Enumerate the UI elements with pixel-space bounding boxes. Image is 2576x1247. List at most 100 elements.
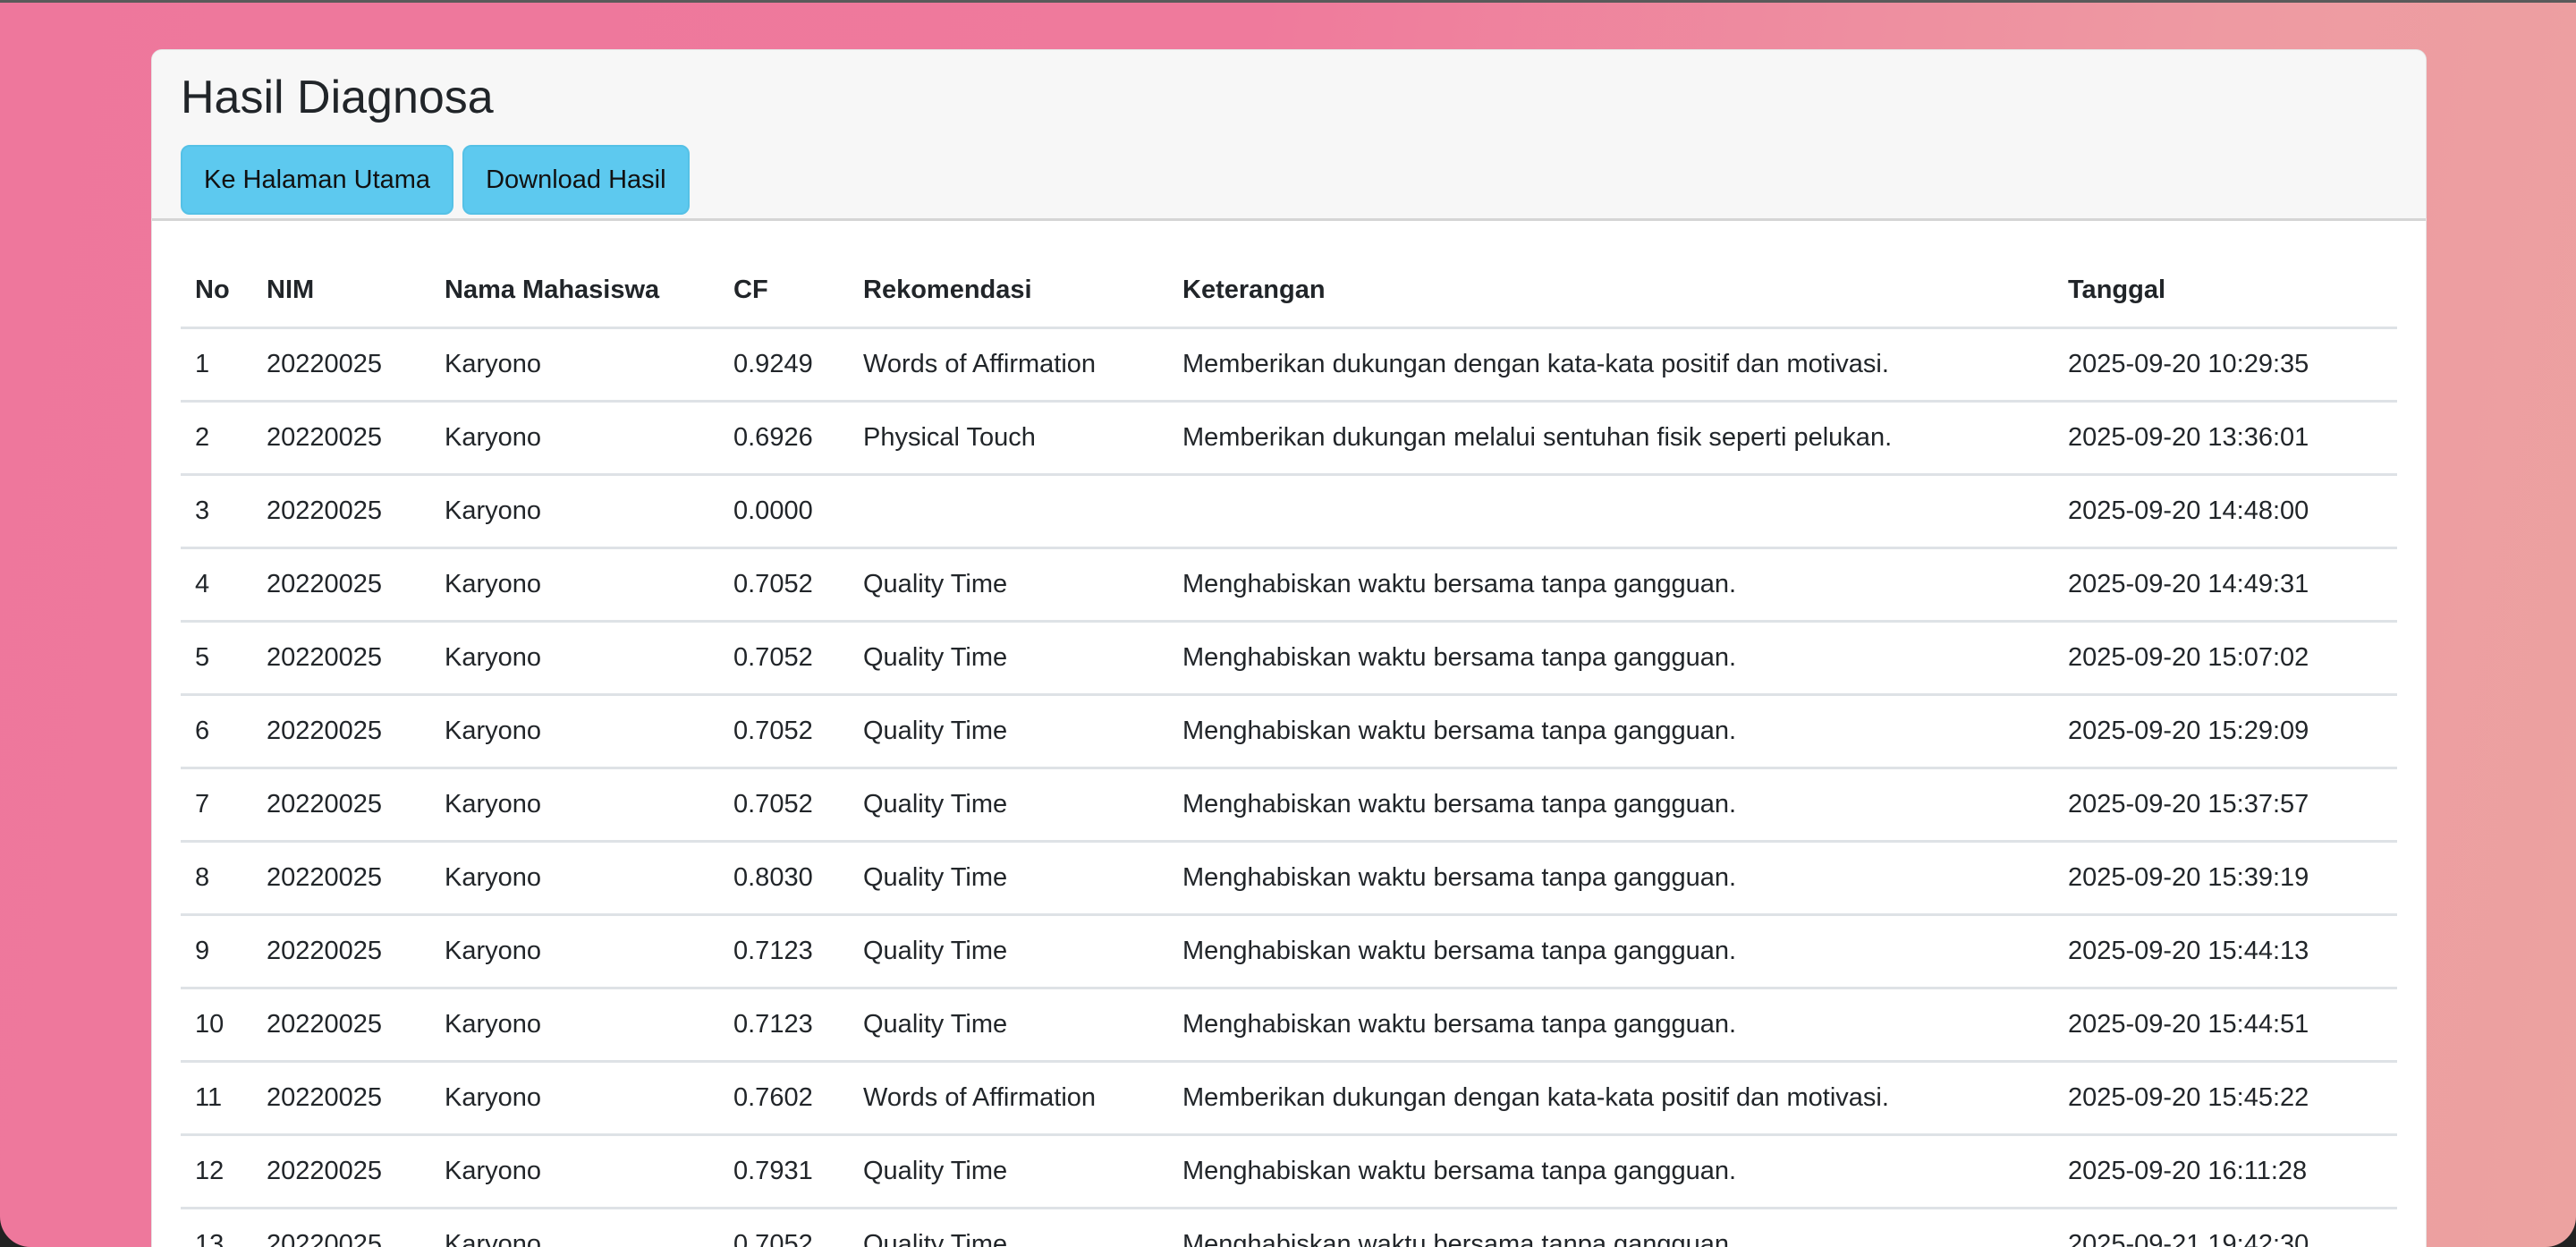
table-row: 2 20220025 Karyono 0.6926 Physical Touch Memb… <box>181 401 2397 476</box>
table-body: 1 20220025 Karyono 0.9249 Words of Affirmati… <box>181 327 2397 1247</box>
table-row: 3 20220025 Karyono 0.0000 2025-09-20 14:48:0… <box>181 474 2397 549</box>
table-row: 1 20220025 Karyono 0.9249 Words of Affirmati… <box>181 327 2397 403</box>
cell-no: 3 <box>181 474 252 549</box>
cell-cf: 0.7052 <box>719 547 849 623</box>
column-header-nim: NIM <box>252 253 430 329</box>
cell-tanggal: 2025-09-20 10:29:35 <box>2054 327 2397 403</box>
cell-cf: 0.7931 <box>719 1134 849 1209</box>
cell-no: 8 <box>181 841 252 916</box>
cell-tanggal: 2025-09-21 19:42:30 <box>2054 1208 2397 1247</box>
cell-rekomendasi: Quality Time <box>849 621 1168 696</box>
cell-nim: 20220025 <box>252 547 430 623</box>
cell-nim: 20220025 <box>252 841 430 916</box>
cell-cf: 0.6926 <box>719 401 849 476</box>
cell-nama-mahasiswa: Karyono <box>430 1208 719 1247</box>
cell-cf: 0.7052 <box>719 768 849 843</box>
cell-tanggal: 2025-09-20 15:45:22 <box>2054 1061 2397 1136</box>
cell-no: 4 <box>181 547 252 623</box>
cell-keterangan: Memberikan dukungan dengan kata-kata pos… <box>1168 327 2054 403</box>
cell-cf: 0.7602 <box>719 1061 849 1136</box>
cell-tanggal: 2025-09-20 14:49:31 <box>2054 547 2397 623</box>
cell-rekomendasi <box>849 474 1168 549</box>
cell-cf: 0.7052 <box>719 694 849 769</box>
table-header-row: No NIM Nama Mahasiswa CF Rekomendasi Keterang… <box>181 253 2397 329</box>
cell-keterangan: Menghabiskan waktu bersama tanpa ganggua… <box>1168 1134 2054 1209</box>
column-header-cf: CF <box>719 253 849 329</box>
home-button[interactable]: Ke Halaman Utama <box>181 145 454 215</box>
results-card: Hasil Diagnosa Ke Halaman Utama Download… <box>151 49 2427 1247</box>
table-row: 6 20220025 Karyono 0.7052 Quality Time Mengha… <box>181 694 2397 769</box>
cell-tanggal: 2025-09-20 16:11:28 <box>2054 1134 2397 1209</box>
cell-keterangan <box>1168 474 2054 549</box>
cell-keterangan: Menghabiskan waktu bersama tanpa ganggua… <box>1168 547 2054 623</box>
cell-nama-mahasiswa: Karyono <box>430 474 719 549</box>
cell-cf: 0.7052 <box>719 621 849 696</box>
cell-no: 7 <box>181 768 252 843</box>
cell-rekomendasi: Quality Time <box>849 547 1168 623</box>
cell-rekomendasi: Words of Affirmation <box>849 1061 1168 1136</box>
cell-nama-mahasiswa: Karyono <box>430 694 719 769</box>
cell-keterangan: Memberikan dukungan dengan kata-kata pos… <box>1168 1061 2054 1136</box>
cell-nama-mahasiswa: Karyono <box>430 621 719 696</box>
cell-nama-mahasiswa: Karyono <box>430 401 719 476</box>
table-row: 4 20220025 Karyono 0.7052 Quality Time Mengha… <box>181 547 2397 623</box>
cell-cf: 0.9249 <box>719 327 849 403</box>
cell-nim: 20220025 <box>252 474 430 549</box>
download-button[interactable]: Download Hasil <box>462 145 690 215</box>
cell-nama-mahasiswa: Karyono <box>430 547 719 623</box>
cell-nama-mahasiswa: Karyono <box>430 1061 719 1136</box>
cell-nim: 20220025 <box>252 1208 430 1247</box>
cell-nim: 20220025 <box>252 327 430 403</box>
table-row: 5 20220025 Karyono 0.7052 Quality Time Mengha… <box>181 621 2397 696</box>
cell-no: 12 <box>181 1134 252 1209</box>
cell-tanggal: 2025-09-20 15:29:09 <box>2054 694 2397 769</box>
cell-no: 11 <box>181 1061 252 1136</box>
table-row: 7 20220025 Karyono 0.7052 Quality Time Mengha… <box>181 768 2397 843</box>
table-row: 10 20220025 Karyono 0.7123 Quality Time Mengh… <box>181 988 2397 1063</box>
cell-nama-mahasiswa: Karyono <box>430 914 719 989</box>
cell-keterangan: Menghabiskan waktu bersama tanpa ganggua… <box>1168 694 2054 769</box>
cell-cf: 0.0000 <box>719 474 849 549</box>
cell-no: 1 <box>181 327 252 403</box>
cell-cf: 0.7123 <box>719 914 849 989</box>
cell-nim: 20220025 <box>252 914 430 989</box>
cell-nim: 20220025 <box>252 401 430 476</box>
cell-nama-mahasiswa: Karyono <box>430 327 719 403</box>
cell-rekomendasi: Quality Time <box>849 1208 1168 1247</box>
cell-rekomendasi: Quality Time <box>849 988 1168 1063</box>
cell-rekomendasi: Quality Time <box>849 768 1168 843</box>
cell-keterangan: Menghabiskan waktu bersama tanpa ganggua… <box>1168 1208 2054 1247</box>
cell-no: 6 <box>181 694 252 769</box>
card-header: Hasil Diagnosa Ke Halaman Utama Download… <box>152 50 2426 221</box>
cell-nim: 20220025 <box>252 988 430 1063</box>
cell-tanggal: 2025-09-20 13:36:01 <box>2054 401 2397 476</box>
cell-nama-mahasiswa: Karyono <box>430 768 719 843</box>
table-row: 13 20220025 Karyono 0.7052 Quality Time Mengh… <box>181 1208 2397 1247</box>
cell-cf: 0.7123 <box>719 988 849 1063</box>
cell-cf: 0.8030 <box>719 841 849 916</box>
cell-tanggal: 2025-09-20 15:37:57 <box>2054 768 2397 843</box>
table-row: 11 20220025 Karyono 0.7602 Words of Affirmat… <box>181 1061 2397 1136</box>
page-title: Hasil Diagnosa <box>181 72 494 123</box>
column-header-nama-mahasiswa: Nama Mahasiswa <box>430 253 719 329</box>
cell-rekomendasi: Physical Touch <box>849 401 1168 476</box>
cell-keterangan: Menghabiskan waktu bersama tanpa ganggua… <box>1168 988 2054 1063</box>
cell-no: 13 <box>181 1208 252 1247</box>
cell-nim: 20220025 <box>252 1134 430 1209</box>
cell-nama-mahasiswa: Karyono <box>430 988 719 1063</box>
cell-nim: 20220025 <box>252 768 430 843</box>
cell-tanggal: 2025-09-20 15:39:19 <box>2054 841 2397 916</box>
action-buttons: Ke Halaman Utama Download Hasil <box>181 145 2397 215</box>
cell-tanggal: 2025-09-20 15:44:13 <box>2054 914 2397 989</box>
cell-keterangan: Menghabiskan waktu bersama tanpa ganggua… <box>1168 841 2054 916</box>
column-header-keterangan: Keterangan <box>1168 253 2054 329</box>
cell-keterangan: Menghabiskan waktu bersama tanpa ganggua… <box>1168 621 2054 696</box>
cell-no: 9 <box>181 914 252 989</box>
table-row: 9 20220025 Karyono 0.7123 Quality Time Mengha… <box>181 914 2397 989</box>
cell-keterangan: Memberikan dukungan melalui sentuhan fis… <box>1168 401 2054 476</box>
cell-nim: 20220025 <box>252 1061 430 1136</box>
cell-no: 5 <box>181 621 252 696</box>
results-table: No NIM Nama Mahasiswa CF Rekomendasi Keterang… <box>181 253 2397 1247</box>
cell-tanggal: 2025-09-20 15:07:02 <box>2054 621 2397 696</box>
